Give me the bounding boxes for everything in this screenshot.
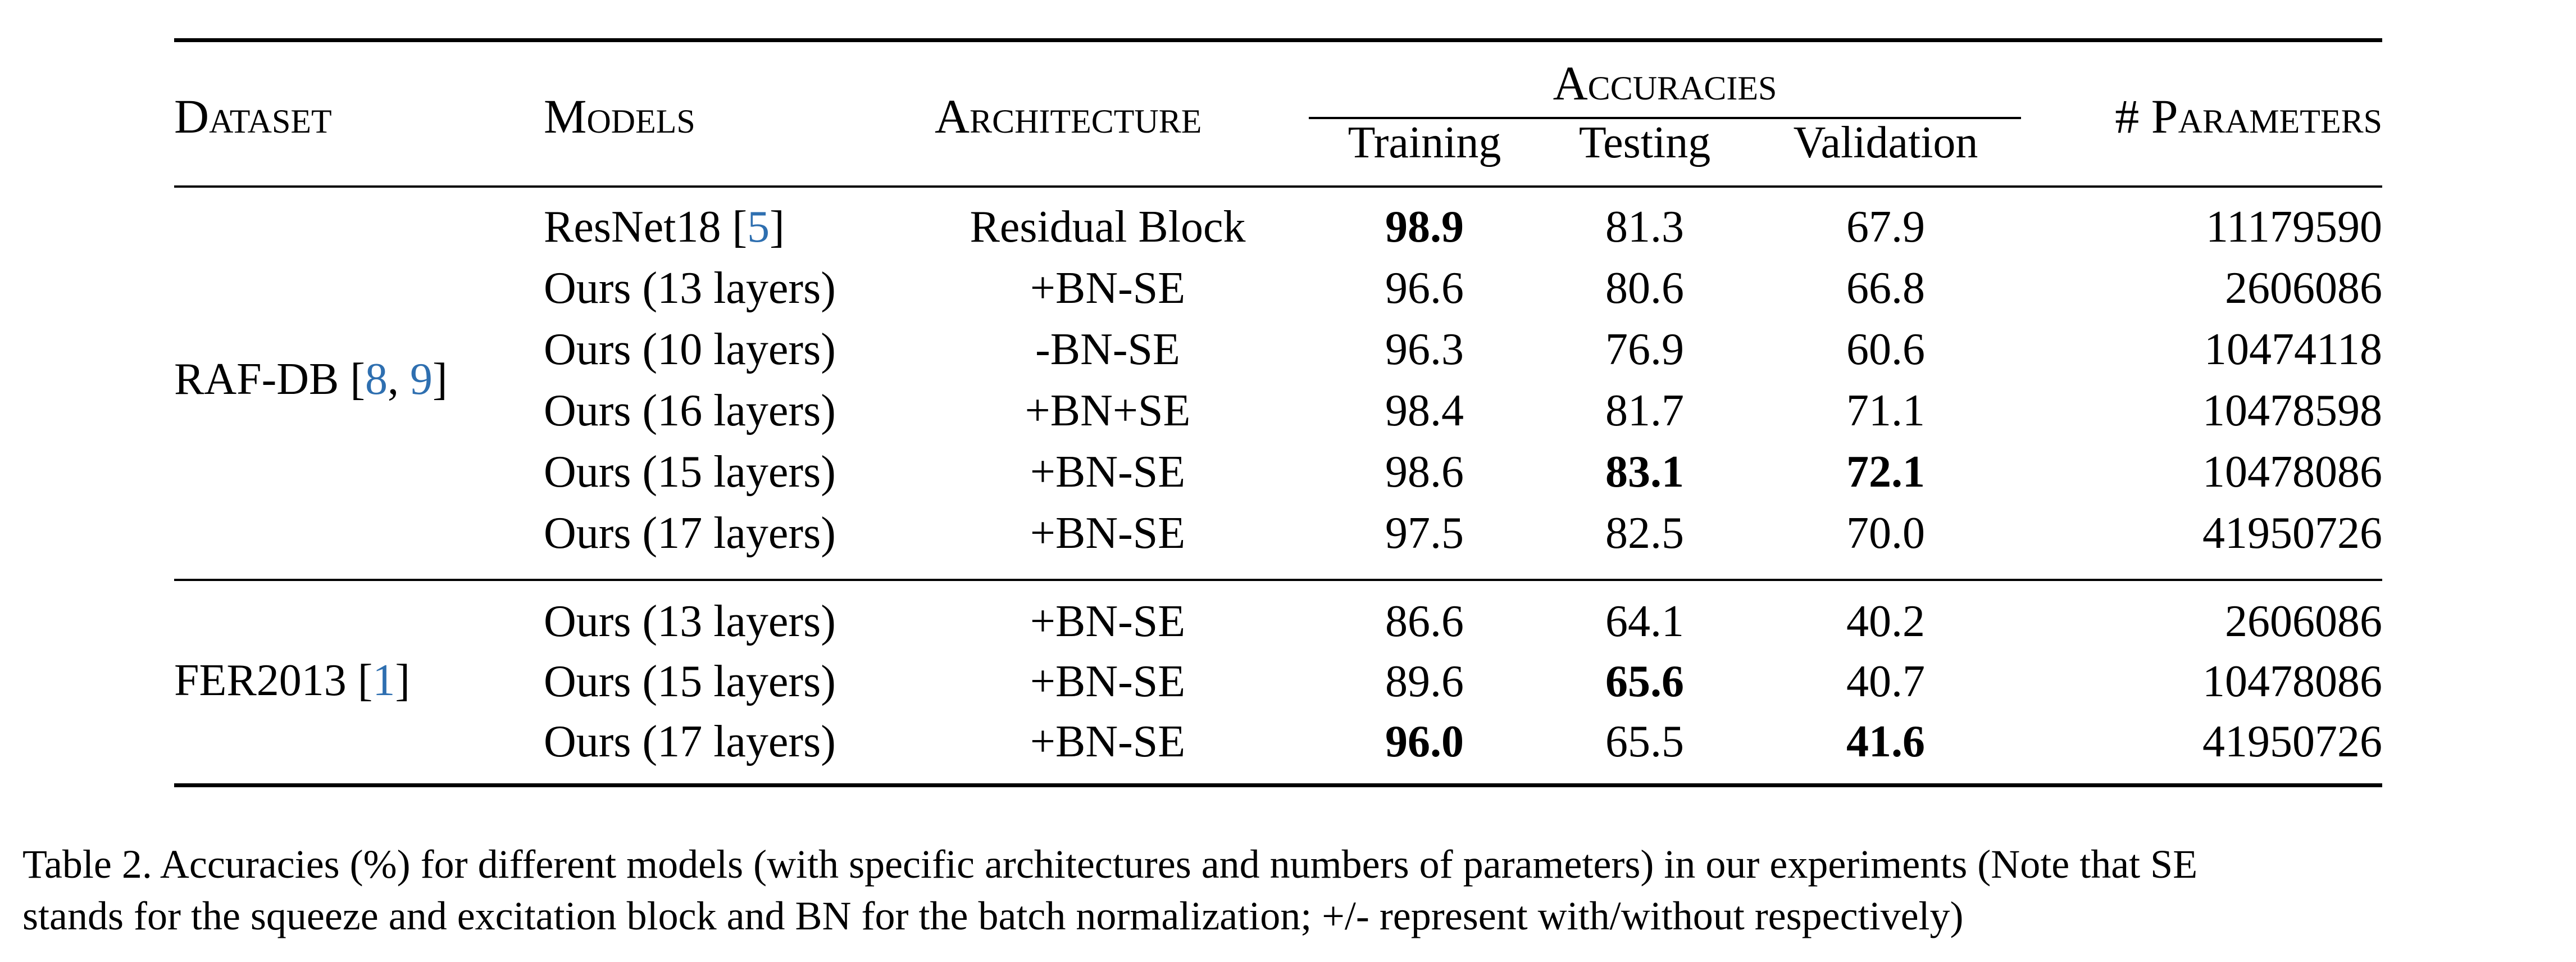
- table-top-rule: [174, 38, 2382, 42]
- header-models: Models: [544, 89, 695, 143]
- cell-training: 96.0: [1385, 717, 1464, 766]
- cell-model: Ours (13 layers): [544, 264, 836, 313]
- cell-params: 41950726: [2202, 509, 2382, 558]
- cell-model: Ours (10 layers): [544, 325, 836, 374]
- cell-testing: 83.1: [1605, 447, 1684, 497]
- cell-validation: 41.6: [1846, 717, 1925, 766]
- cell-model: Ours (13 layers): [544, 597, 836, 646]
- header-rule: [174, 185, 2382, 188]
- caption-line: stands for the squeeze and excitation bl…: [22, 893, 1964, 939]
- cell-training: 98.6: [1385, 447, 1464, 497]
- dataset-label-raf-db: RAF-DB [8, 9]: [174, 355, 448, 404]
- cell-model: Ours (17 layers): [544, 717, 836, 766]
- cell-arch: +BN-SE: [1030, 657, 1186, 706]
- cell-validation: 60.6: [1846, 325, 1925, 374]
- header-dataset: Dataset: [174, 89, 332, 143]
- cell-testing: 64.1: [1605, 597, 1684, 646]
- header-validation: Validation: [1793, 118, 1978, 167]
- cell-validation: 40.7: [1846, 657, 1925, 706]
- dataset-name: FER2013: [174, 656, 347, 705]
- cell-validation: 70.0: [1846, 509, 1925, 558]
- cell-training: 89.6: [1385, 657, 1464, 706]
- cell-validation: 71.1: [1846, 386, 1925, 435]
- model-name: ResNet18: [544, 202, 721, 252]
- table-bottom-rule: [174, 783, 2382, 787]
- dataset-label-fer2013: FER2013 [1]: [174, 656, 410, 705]
- citation-link[interactable]: 5: [747, 202, 770, 252]
- caption-line: Table 2. Accuracies (%) for different mo…: [22, 842, 2198, 887]
- cell-params: 11179590: [2205, 202, 2382, 252]
- cell-training: 96.6: [1385, 264, 1464, 313]
- cell-testing: 81.3: [1605, 202, 1684, 252]
- cell-testing: 76.9: [1605, 325, 1684, 374]
- header-training: Training: [1348, 118, 1501, 167]
- cell-training: 97.5: [1385, 509, 1464, 558]
- cell-arch: +BN-SE: [1030, 509, 1186, 558]
- table-caption: Table 2. Accuracies (%) for different mo…: [22, 838, 2561, 942]
- cell-model: Ours (15 layers): [544, 447, 836, 497]
- cell-params: 2606086: [2225, 264, 2382, 313]
- cell-params: 10474118: [2204, 325, 2382, 374]
- header-architecture: Architecture: [935, 89, 1202, 143]
- cell-training: 96.3: [1385, 325, 1464, 374]
- citation-link[interactable]: 1: [372, 656, 395, 705]
- cell-training: 86.6: [1385, 597, 1464, 646]
- cell-arch: +BN+SE: [1025, 386, 1191, 435]
- header-accuracies: Accuracies: [1553, 56, 1777, 110]
- cell-params: 10478086: [2202, 447, 2382, 497]
- cell-model: Ours (16 layers): [544, 386, 836, 435]
- cell-validation: 40.2: [1846, 597, 1925, 646]
- accuracies-underline: [1309, 117, 2021, 119]
- cell-testing: 82.5: [1605, 509, 1684, 558]
- cell-params: 2606086: [2225, 597, 2382, 646]
- cell-testing: 65.6: [1605, 657, 1684, 706]
- cell-model: Ours (15 layers): [544, 657, 836, 706]
- cell-params: 41950726: [2202, 717, 2382, 766]
- cell-arch: +BN-SE: [1030, 264, 1186, 313]
- citation-link[interactable]: 9: [410, 355, 433, 404]
- cell-testing: 80.6: [1605, 264, 1684, 313]
- cell-arch: -BN-SE: [1035, 325, 1180, 374]
- header-parameters: # Parameters: [2115, 89, 2382, 143]
- dataset-name: RAF-DB: [174, 355, 339, 404]
- cell-validation: 72.1: [1846, 447, 1925, 497]
- citation-link[interactable]: 8: [365, 355, 388, 404]
- cell-validation: 66.8: [1846, 264, 1925, 313]
- cell-model: ResNet18 [5]: [544, 202, 785, 252]
- cell-params: 10478086: [2202, 657, 2382, 706]
- cell-training: 98.4: [1385, 386, 1464, 435]
- cell-model: Ours (17 layers): [544, 509, 836, 558]
- cell-training: 98.9: [1385, 202, 1464, 252]
- group-separator-rule: [174, 579, 2382, 581]
- cell-arch: +BN-SE: [1030, 447, 1186, 497]
- cell-arch: +BN-SE: [1030, 597, 1186, 646]
- cell-params: 10478598: [2202, 386, 2382, 435]
- cell-testing: 65.5: [1605, 717, 1684, 766]
- cell-testing: 81.7: [1605, 386, 1684, 435]
- cell-validation: 67.9: [1846, 202, 1925, 252]
- cell-arch: +BN-SE: [1030, 717, 1186, 766]
- header-testing: Testing: [1578, 118, 1711, 167]
- cell-arch: Residual Block: [970, 202, 1246, 252]
